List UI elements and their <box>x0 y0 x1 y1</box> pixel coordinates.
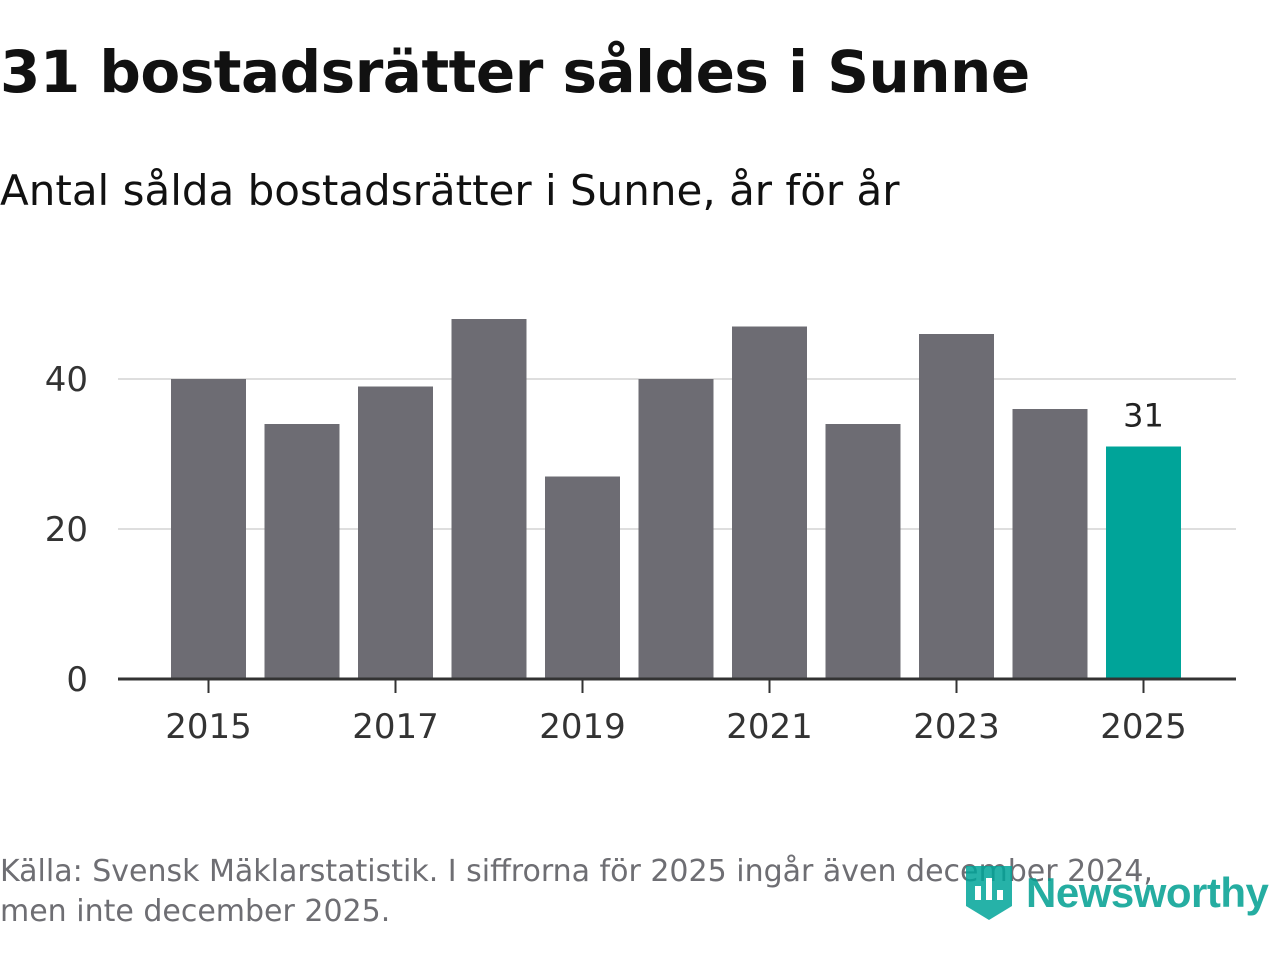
bar-2024 <box>1012 409 1088 679</box>
newsworthy-logo: Newsworthy <box>962 862 1269 924</box>
logo-text: Newsworthy <box>1026 869 1269 916</box>
source-note: Källa: Svensk Mäklarstatistik. I siffror… <box>0 854 1153 929</box>
bar-2021 <box>732 326 807 679</box>
x-tick-label-2021: 2021 <box>726 707 813 747</box>
y-axis-ticks: 0 20 40 <box>45 360 88 700</box>
bar-2015 <box>171 379 246 679</box>
x-tick-label-2017: 2017 <box>352 707 439 747</box>
bar-2019 <box>545 476 620 679</box>
y-tick-label-20: 20 <box>45 510 88 550</box>
chart-subtitle: Antal sålda bostadsrätter i Sunne, år fö… <box>0 166 900 215</box>
bar-2022 <box>825 424 901 679</box>
bar-chart: 0 20 40 2015 2017 2019 2021 2023 2025 31 <box>45 319 1236 747</box>
y-tick-label-40: 40 <box>45 360 88 400</box>
y-tick-label-0: 0 <box>66 660 88 700</box>
newsworthy-logo-icon <box>966 866 1012 920</box>
bar-2020 <box>638 379 714 679</box>
x-tick-label-2025: 2025 <box>1100 707 1187 747</box>
bar-2023 <box>919 334 994 679</box>
bar-2018 <box>451 319 527 679</box>
x-tick-label-2019: 2019 <box>539 707 626 747</box>
bar-2016 <box>264 424 340 679</box>
x-tick-label-2023: 2023 <box>913 707 1000 747</box>
x-axis: 2015 2017 2019 2021 2023 2025 <box>118 677 1236 747</box>
bar-2025 <box>1106 446 1181 679</box>
data-label-2025: 31 <box>1123 397 1164 435</box>
x-tick-label-2015: 2015 <box>165 707 252 747</box>
bar-2017 <box>358 386 433 679</box>
data-labels: 31 <box>1123 397 1164 435</box>
chart-title: 31 bostadsrätter såldes i Sunne <box>0 38 1030 106</box>
bars <box>171 319 1181 679</box>
